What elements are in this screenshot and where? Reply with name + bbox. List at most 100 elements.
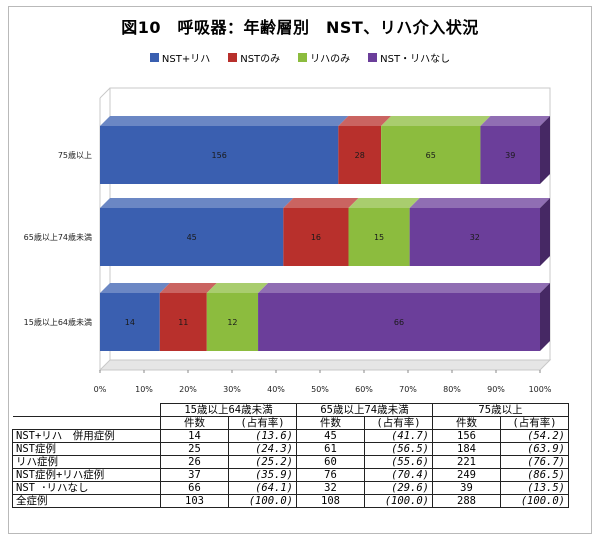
- table-row: NST+リハ 併用症例 14 (13.6) 45 (41.7) 156 (54.2): [12, 429, 569, 443]
- bar-segment-top: [100, 116, 349, 126]
- bar-segment: [381, 126, 481, 184]
- bar-segment: [159, 293, 207, 351]
- table-cell-count: 60: [296, 455, 365, 469]
- bar-segment-top: [480, 116, 550, 126]
- table-cell-count: 184: [432, 442, 501, 456]
- table-cell-share: (24.3): [228, 442, 297, 456]
- bar-data-label: 28: [355, 151, 365, 160]
- table-row: NST症例 25 (24.3) 61 (56.5) 184 (63.9): [12, 442, 569, 456]
- data-table: 15歳以上64歳未満 65歳以上74歳未満 75歳以上 件数 (占有率) 件数 …: [12, 403, 569, 508]
- bar-segment-top: [409, 198, 550, 208]
- table-cell-share: (86.5): [500, 468, 569, 482]
- table-cell-count: 61: [296, 442, 365, 456]
- bar-data-label: 45: [187, 233, 197, 242]
- table-cell-count: 32: [296, 481, 365, 495]
- table-cell-count: 26: [160, 455, 229, 469]
- table-cell-share: (100.0): [500, 494, 569, 508]
- legend-label: リハのみ: [310, 54, 351, 65]
- table-cell-count: 249: [432, 468, 501, 482]
- bar-data-label: 65: [426, 151, 436, 160]
- chart-legend: NST+リハ NSTのみ リハのみ NST・リハなし: [0, 50, 600, 65]
- table-cell-count: 76: [296, 468, 365, 482]
- bar-segment-top: [100, 198, 294, 208]
- table-subheader: 件数: [432, 416, 501, 430]
- chart-title: 図10 呼吸器：年齢層別 NST、リハ介入状況: [121, 18, 479, 37]
- table-cell-share: (13.5): [500, 481, 569, 495]
- bar-segment: [100, 293, 160, 351]
- table-subheader: (占有率): [500, 416, 569, 430]
- plot-floor: [98, 359, 552, 371]
- table-cell-share: (76.7): [500, 455, 569, 469]
- legend-item-nst-only: NSTのみ: [228, 50, 280, 65]
- x-tick-label: 30%: [223, 385, 241, 394]
- bar-segment-side: [540, 283, 550, 351]
- x-tick-label: 70%: [399, 385, 417, 394]
- bar-data-label: 156: [212, 151, 227, 160]
- table-subheader-row: 件数 (占有率) 件数 (占有率) 件数 (占有率): [12, 416, 569, 430]
- table-cell-count: 45: [296, 429, 365, 443]
- legend-swatch: [149, 53, 159, 62]
- table-cell-share: (56.5): [364, 442, 433, 456]
- table-cell-count: 221: [432, 455, 501, 469]
- bar-segment: [258, 293, 540, 351]
- x-tick-label: 90%: [487, 385, 505, 394]
- bar-segment: [206, 293, 259, 351]
- bar-data-label: 11: [178, 318, 188, 327]
- x-tick-label: 20%: [179, 385, 197, 394]
- table-cell-count: 156: [432, 429, 501, 443]
- table-cell-share: (41.7): [364, 429, 433, 443]
- bar-segment: [348, 208, 410, 266]
- legend-swatch: [368, 53, 378, 62]
- bar-segment: [283, 208, 349, 266]
- bar-segment: [409, 208, 540, 266]
- table-cell-share: (25.2): [228, 455, 297, 469]
- table-row: NST症例+リハ症例 37 (35.9) 76 (70.4) 249 (86.5): [12, 468, 569, 482]
- table-subheader: (占有率): [228, 416, 297, 430]
- table-group-header: 65歳以上74歳未満: [296, 403, 433, 417]
- bar-data-label: 32: [470, 233, 480, 242]
- table-row-label: リハ症例: [12, 455, 161, 469]
- legend-swatch: [298, 53, 308, 62]
- bar-segment-top: [348, 198, 420, 208]
- table-cell-count: 103: [160, 494, 229, 508]
- bar-data-label: 14: [125, 318, 135, 327]
- table-row: 全症例 103 (100.0) 108 (100.0) 288 (100.0): [12, 494, 569, 508]
- table-group-header: 75歳以上: [432, 403, 569, 417]
- table-cell-share: (13.6): [228, 429, 297, 443]
- stacked-bar-chart: 156 28 65 39 75歳以上 45 16 15 32 65歳以上74歳未満 14 11 12 66…: [24, 87, 552, 394]
- x-tick-label: 0%: [94, 385, 107, 394]
- legend-item-reha-only: リハのみ: [298, 50, 350, 65]
- legend-swatch: [228, 53, 238, 62]
- bar-data-label: 12: [227, 318, 237, 327]
- legend-item-none: NST・リハなし: [368, 50, 450, 65]
- table-cell-share: (54.2): [500, 429, 569, 443]
- table-row-label: NST+リハ 併用症例: [12, 429, 161, 443]
- legend-item-nst-reha: NST+リハ: [149, 50, 211, 65]
- bar-segment-top: [100, 283, 170, 293]
- category-label: 75歳以上: [58, 150, 92, 160]
- bar-segment-top: [258, 283, 550, 293]
- table-group-header: 15歳以上64歳未満: [160, 403, 297, 417]
- table-row-label: 全症例: [12, 494, 161, 508]
- table-cell-share: (63.9): [500, 442, 569, 456]
- table-cell-share: (64.1): [228, 481, 297, 495]
- bar-data-label: 15: [374, 233, 384, 242]
- bar-segment-top: [159, 283, 217, 293]
- category-label: 15歳以上64歳未満: [24, 317, 92, 327]
- table-group-header-row: 15歳以上64歳未満 65歳以上74歳未満 75歳以上: [12, 403, 569, 417]
- table-cell-share: (29.6): [364, 481, 433, 495]
- bar-segment-side: [540, 198, 550, 266]
- bar-data-label: 39: [505, 151, 515, 160]
- table-cell-share: (100.0): [364, 494, 433, 508]
- bar-segment: [100, 126, 339, 184]
- table-row-label: NST症例: [12, 442, 161, 456]
- table-subheader: 件数: [296, 416, 365, 430]
- table-row: リハ症例 26 (25.2) 60 (55.6) 221 (76.7): [12, 455, 569, 469]
- bar-segment-top: [283, 198, 359, 208]
- table-cell-share: (70.4): [364, 468, 433, 482]
- table-cell-count: 25: [160, 442, 229, 456]
- table-cell-count: 288: [432, 494, 501, 508]
- table-body: NST+リハ 併用症例 14 (13.6) 45 (41.7) 156 (54.2) NST症…: [12, 429, 569, 508]
- legend-label: NST+リハ: [161, 54, 211, 65]
- table-cell-share: (100.0): [228, 494, 297, 508]
